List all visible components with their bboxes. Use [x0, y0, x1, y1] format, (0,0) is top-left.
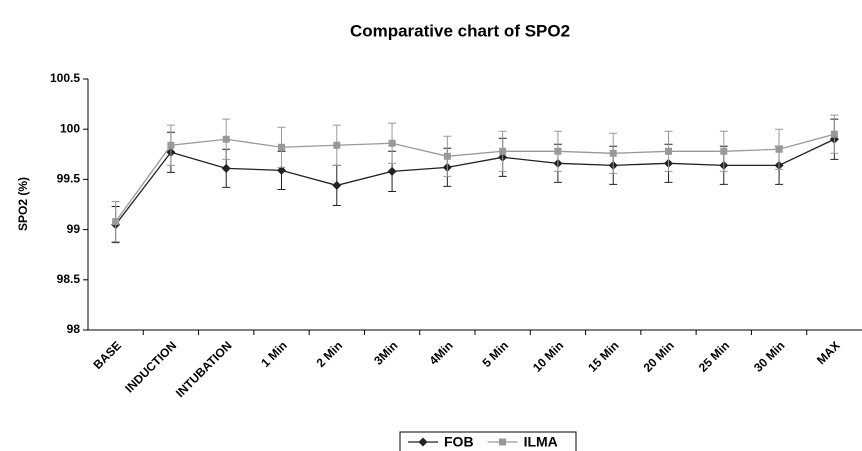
- y-tick-label: 100: [60, 121, 80, 135]
- x-tick-label: 10 Min: [530, 338, 566, 374]
- point: [388, 139, 396, 147]
- point: [221, 163, 231, 173]
- x-tick-label: 30 Min: [751, 338, 787, 374]
- y-tick-label: 99.5: [57, 172, 81, 186]
- point: [387, 166, 397, 176]
- point: [720, 147, 728, 155]
- point: [665, 147, 672, 155]
- point: [609, 149, 617, 157]
- x-tick-label: 2 Min: [314, 338, 346, 370]
- point: [554, 147, 562, 155]
- point: [112, 218, 120, 226]
- legend-marker: [418, 437, 428, 447]
- x-tick-label: 3Min: [371, 338, 400, 367]
- x-tick-label: 4Min: [426, 338, 455, 367]
- x-tick-label: INDUCTION: [122, 338, 179, 395]
- y-tick-label: 98.5: [57, 272, 81, 286]
- point: [775, 145, 783, 153]
- x-tick-label: MAX: [814, 338, 843, 367]
- point: [499, 147, 507, 155]
- x-tick-label: 20 Min: [641, 338, 677, 374]
- y-axis-label: SPO2 (%): [16, 177, 30, 231]
- legend-marker: [499, 438, 507, 446]
- legend-label: ILMA: [524, 434, 558, 450]
- y-tick-label: 100.5: [50, 71, 80, 85]
- x-tick-label: INTUBATION: [173, 338, 235, 400]
- series-line: [115, 133, 835, 222]
- point: [333, 141, 341, 149]
- series-line: [115, 138, 835, 225]
- point: [222, 135, 230, 143]
- point: [830, 130, 838, 138]
- legend-label: FOB: [444, 434, 474, 450]
- point: [332, 180, 342, 190]
- y-tick-label: 98: [67, 322, 81, 336]
- x-tick-label: 25 Min: [696, 338, 732, 374]
- chart-title: Comparative chart of SPO2: [350, 21, 570, 40]
- point: [277, 165, 286, 175]
- point: [443, 152, 451, 160]
- x-tick-label: 15 Min: [585, 338, 621, 374]
- x-tick-label: BASE: [91, 338, 124, 371]
- x-tick-label: 5 Min: [479, 338, 511, 370]
- point: [278, 143, 285, 151]
- point: [167, 141, 175, 149]
- y-tick-label: 99: [67, 222, 81, 236]
- x-tick-label: 1 Min: [258, 338, 290, 370]
